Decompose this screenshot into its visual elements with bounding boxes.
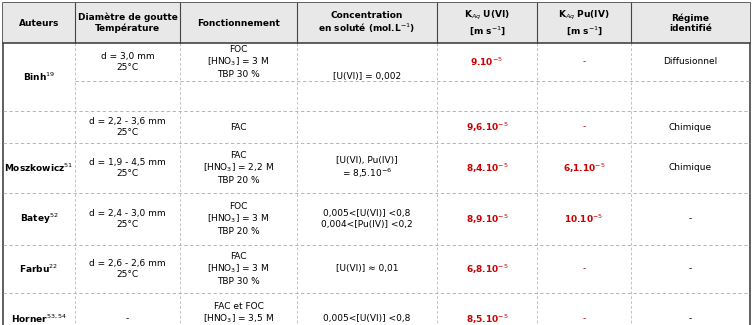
Text: [U(VI)] ≈ 0,01: [U(VI)] ≈ 0,01	[336, 265, 398, 274]
Text: Binh$^{19}$: Binh$^{19}$	[23, 71, 55, 83]
Text: Fonctionnement: Fonctionnement	[197, 19, 280, 28]
Text: Batey$^{52}$: Batey$^{52}$	[20, 212, 58, 226]
Text: K$_{Aq}$ Pu(IV)
[m s$^{-1}$]: K$_{Aq}$ Pu(IV) [m s$^{-1}$]	[558, 9, 610, 37]
Text: FAC: FAC	[230, 123, 247, 132]
Text: 9.10$^{-5}$: 9.10$^{-5}$	[471, 56, 504, 68]
Text: -: -	[582, 315, 586, 323]
Text: d = 2,6 - 2,6 mm
25°C: d = 2,6 - 2,6 mm 25°C	[89, 259, 166, 279]
Text: Farbu$^{22}$: Farbu$^{22}$	[20, 263, 59, 275]
Text: Chimique: Chimique	[669, 163, 712, 173]
Text: Chimique: Chimique	[669, 123, 712, 132]
Text: FOC
[HNO$_3$] = 3 M
TBP 30 %: FOC [HNO$_3$] = 3 M TBP 30 %	[207, 45, 270, 79]
Text: FAC et FOC
[HNO$_3$] = 3,5 M
TBP 30 %: FAC et FOC [HNO$_3$] = 3,5 M TBP 30 %	[203, 302, 274, 325]
Text: -: -	[689, 265, 692, 274]
Text: -: -	[582, 58, 586, 67]
Text: Diamètre de goutte
Température: Diamètre de goutte Température	[78, 13, 178, 33]
Text: [U(VI)] = 0,002: [U(VI)] = 0,002	[333, 72, 401, 82]
Text: -: -	[126, 315, 129, 323]
Text: Moszkowicz$^{51}$: Moszkowicz$^{51}$	[5, 162, 74, 174]
Text: FOC
[HNO$_3$] = 3 M
TBP 20 %: FOC [HNO$_3$] = 3 M TBP 20 %	[207, 202, 270, 236]
Text: 8,4.10$^{-5}$: 8,4.10$^{-5}$	[465, 161, 508, 175]
Text: d = 2,2 - 3,6 mm
25°C: d = 2,2 - 3,6 mm 25°C	[89, 117, 166, 137]
Text: d = 1,9 - 4,5 mm
25°C: d = 1,9 - 4,5 mm 25°C	[89, 158, 166, 178]
Text: 8,5.10$^{-5}$: 8,5.10$^{-5}$	[465, 312, 508, 325]
Text: Auteurs: Auteurs	[19, 19, 59, 28]
Text: Horner$^{53,54}$: Horner$^{53,54}$	[11, 313, 67, 325]
Text: 10.10$^{-5}$: 10.10$^{-5}$	[564, 213, 604, 225]
Text: Régime
identifié: Régime identifié	[669, 13, 712, 33]
Text: 0,005<[U(VI)] <0,8
0,004<[Pu(IV)] <0,2: 0,005<[U(VI)] <0,8 0,004<[Pu(IV)] <0,2	[322, 209, 413, 229]
Bar	[3, 3, 750, 43]
Text: -: -	[582, 123, 586, 132]
Text: 6,8.10$^{-5}$: 6,8.10$^{-5}$	[465, 262, 508, 276]
Text: 6,1.10$^{-5}$: 6,1.10$^{-5}$	[562, 161, 605, 175]
Text: 8,9.10$^{-5}$: 8,9.10$^{-5}$	[465, 212, 508, 226]
Text: -: -	[689, 315, 692, 323]
Text: FAC
[HNO$_3$] = 2,2 M
TBP 20 %: FAC [HNO$_3$] = 2,2 M TBP 20 %	[203, 151, 274, 185]
Text: Concentration
en soluté (mol.L$^{-1}$): Concentration en soluté (mol.L$^{-1}$)	[319, 11, 416, 35]
Text: Diffusionnel: Diffusionnel	[663, 58, 718, 67]
Text: d = 3,0 mm
25°C: d = 3,0 mm 25°C	[101, 52, 154, 72]
Text: -: -	[689, 214, 692, 224]
Text: K$_{Aq}$ U(VI)
[m s$^{-1}$]: K$_{Aq}$ U(VI) [m s$^{-1}$]	[464, 9, 510, 37]
Text: 0,005<[U(VI)] <0,8: 0,005<[U(VI)] <0,8	[323, 315, 410, 323]
Text: 9,6.10$^{-5}$: 9,6.10$^{-5}$	[465, 120, 508, 134]
Text: [U(VI), Pu(IV)]
= 8,5.10$^{-6}$: [U(VI), Pu(IV)] = 8,5.10$^{-6}$	[336, 156, 398, 180]
Text: FAC
[HNO$_3$] = 3 M
TBP 30 %: FAC [HNO$_3$] = 3 M TBP 30 %	[207, 252, 270, 286]
Text: -: -	[582, 265, 586, 274]
Text: d = 2,4 - 3,0 mm
25°C: d = 2,4 - 3,0 mm 25°C	[89, 209, 166, 229]
